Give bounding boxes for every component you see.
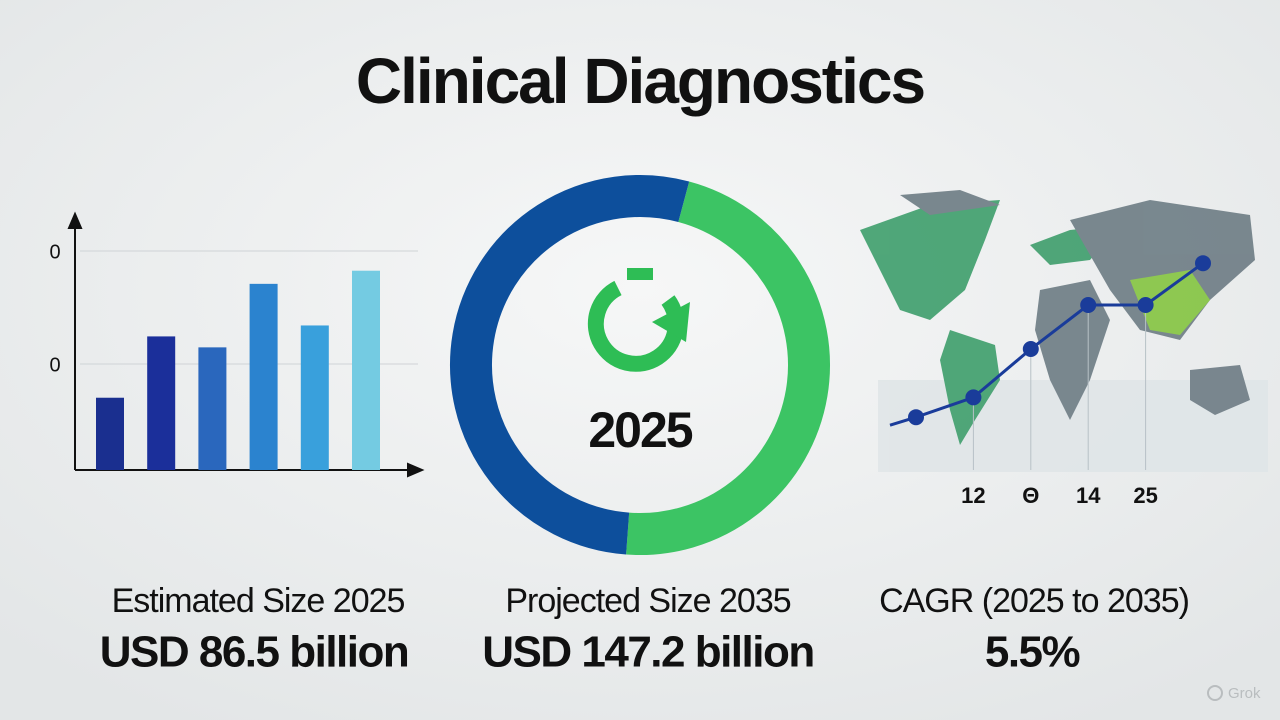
point [1195,255,1211,272]
bar [96,397,124,470]
refresh-icon [587,268,690,372]
axis-label: 0 [49,354,60,376]
charts: 2025 12 Θ 14 25 [96,175,1211,555]
donut-center-label: 2025 [588,402,692,458]
stat-value: 5.5% [985,628,1080,677]
point [1080,297,1097,313]
watermark-icon [1207,685,1223,701]
donut-segment [450,175,690,555]
stat-value: USD 86.5 billion [100,628,409,677]
world-map [860,190,1268,472]
bar [300,325,329,470]
x-tick-label: Θ [1022,483,1039,508]
point [1137,297,1154,313]
stat-label: Estimated Size 2025 [112,582,405,620]
bar [147,336,176,470]
bar [249,283,278,470]
point [965,389,982,406]
point [908,409,924,426]
axis-label: 0 [49,241,60,263]
x-tick-label: 14 [1076,483,1101,508]
x-tick-label: 25 [1133,483,1157,508]
bar [198,347,227,470]
watermark: Grok [1228,685,1261,702]
donut-segment [626,181,830,555]
x-tick-label: 12 [961,483,985,508]
stat-label: CAGR (2025 to 2035) [879,582,1189,620]
stat-label: Projected Size 2035 [505,582,790,620]
stat-value: USD 147.2 billion [482,628,813,677]
point [1022,341,1039,357]
bar [352,270,380,470]
title: Clinical Diagnostics [356,45,924,117]
line [915,261,1204,419]
